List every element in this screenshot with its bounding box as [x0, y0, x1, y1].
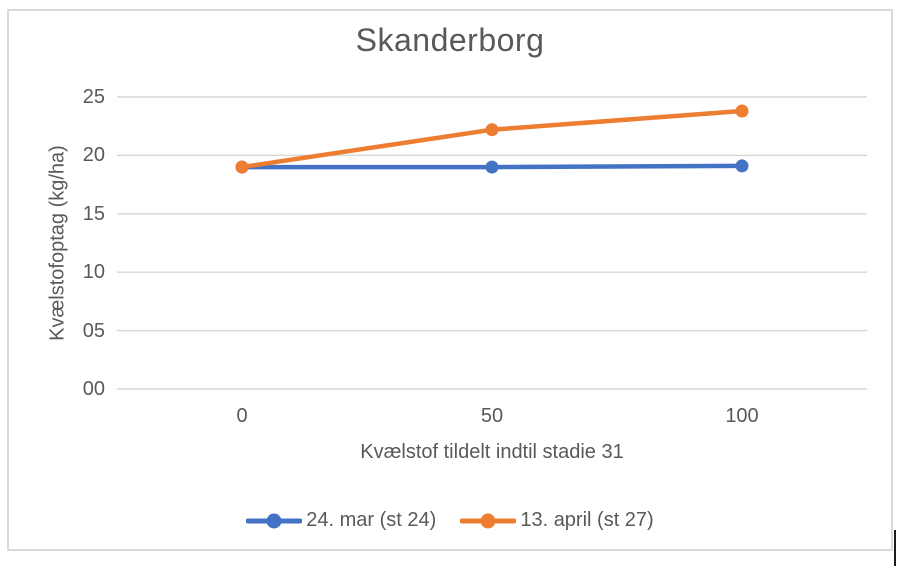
cursor-artifact-line	[894, 530, 896, 566]
legend: 24. mar (st 24) 13. april (st 27)	[7, 509, 893, 532]
chart-frame: Skanderborg Kvælstofoptag (kg/ha) 00 05 10…	[7, 9, 893, 551]
plot-area	[117, 96, 867, 390]
data-point-marker	[735, 159, 749, 173]
y-tick-label: 20	[82, 144, 105, 167]
data-point-marker	[235, 160, 249, 174]
data-point-marker	[735, 104, 749, 118]
y-tick-label: 15	[82, 202, 105, 225]
x-tick-label: 50	[480, 405, 504, 427]
x-tick-label: 100	[725, 405, 759, 427]
x-tick-label: 0	[236, 405, 248, 427]
data-point-marker	[485, 160, 499, 174]
legend-label: 13. april (st 27)	[520, 509, 654, 531]
series-line	[239, 108, 745, 170]
x-axis-title: Kvælstof tildelt indtil stadie 31	[360, 441, 624, 463]
legend-line-marker-icon	[246, 513, 303, 528]
y-tick-label: 05	[82, 319, 105, 342]
legend-line-marker-icon	[460, 513, 517, 528]
legend-label: 24. mar (st 24)	[306, 509, 437, 531]
y-tick-label: 25	[82, 86, 105, 108]
y-tick-label: 10	[82, 261, 105, 284]
legend-item: 13. april (st 27)	[460, 509, 654, 532]
data-point-marker	[485, 123, 499, 137]
chart-title: Skanderborg	[355, 22, 545, 58]
legend-item: 24. mar (st 24)	[246, 509, 436, 532]
y-tick-label: 00	[82, 378, 105, 400]
